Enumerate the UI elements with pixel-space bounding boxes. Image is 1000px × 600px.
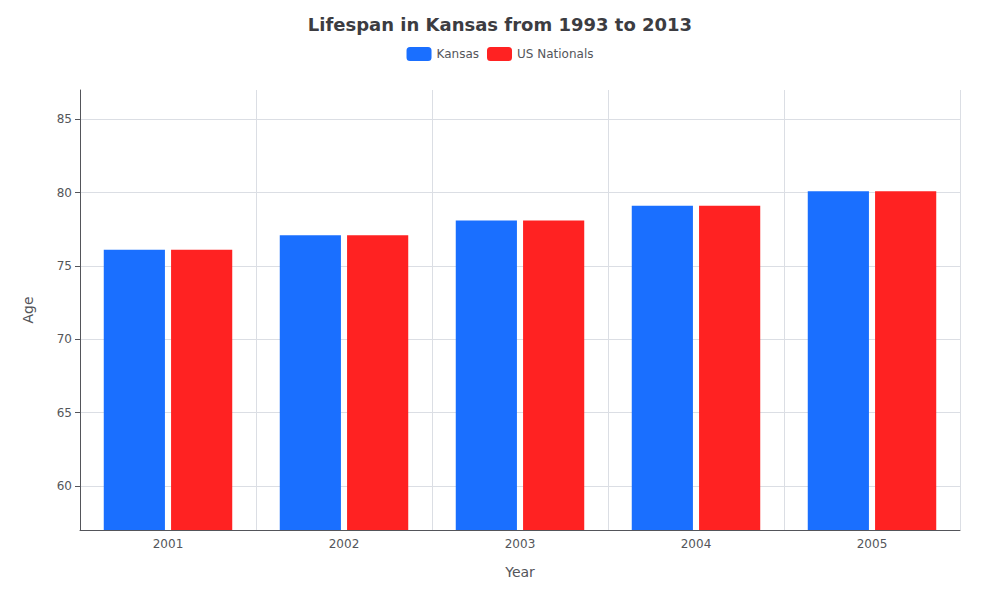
svg-text:Kansas: Kansas bbox=[437, 47, 479, 61]
svg-text:70: 70 bbox=[57, 332, 72, 346]
svg-text:2004: 2004 bbox=[681, 537, 712, 551]
svg-text:60: 60 bbox=[57, 479, 72, 493]
svg-text:Age: Age bbox=[20, 296, 36, 323]
svg-text:2002: 2002 bbox=[329, 537, 360, 551]
svg-text:85: 85 bbox=[57, 112, 72, 126]
svg-text:80: 80 bbox=[57, 186, 72, 200]
svg-text:65: 65 bbox=[57, 406, 72, 420]
svg-text:US Nationals: US Nationals bbox=[517, 47, 593, 61]
svg-text:2003: 2003 bbox=[505, 537, 536, 551]
svg-text:Lifespan in Kansas from 1993 t: Lifespan in Kansas from 1993 to 2013 bbox=[308, 14, 692, 35]
svg-text:75: 75 bbox=[57, 259, 72, 273]
svg-text:Year: Year bbox=[504, 564, 535, 580]
svg-text:2001: 2001 bbox=[153, 537, 184, 551]
svg-text:2005: 2005 bbox=[857, 537, 888, 551]
